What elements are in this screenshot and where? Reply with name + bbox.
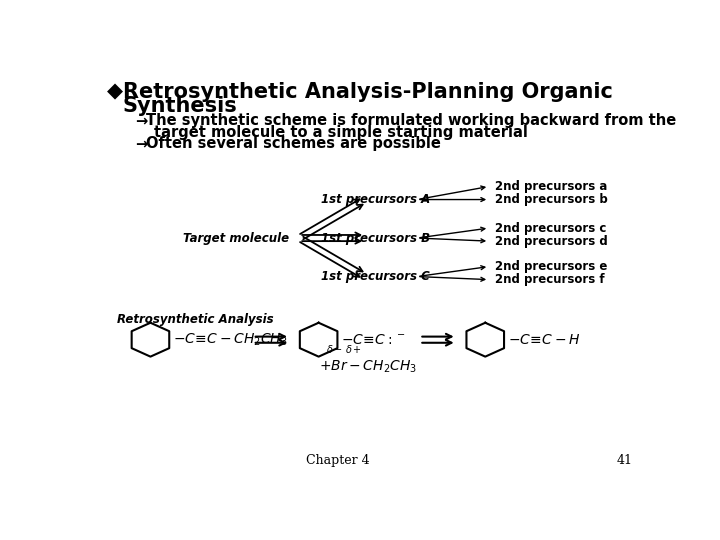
Text: 41: 41 bbox=[616, 454, 632, 467]
Text: 2nd precursors a: 2nd precursors a bbox=[495, 180, 607, 193]
Text: →: → bbox=[135, 113, 147, 129]
Text: 2nd precursors c: 2nd precursors c bbox=[495, 221, 606, 234]
Text: Often several schemes are possible: Often several schemes are possible bbox=[145, 137, 441, 151]
Text: The synthetic scheme is formulated working backward from the: The synthetic scheme is formulated worki… bbox=[145, 113, 676, 129]
Text: $\delta-$: $\delta-$ bbox=[325, 343, 343, 355]
Text: $\delta+$: $\delta+$ bbox=[345, 343, 362, 355]
Text: ◆: ◆ bbox=[107, 82, 123, 102]
Text: Retrosynthetic Analysis: Retrosynthetic Analysis bbox=[117, 313, 274, 326]
Text: 2nd precursors e: 2nd precursors e bbox=[495, 260, 607, 273]
Text: Target molecule: Target molecule bbox=[183, 232, 289, 245]
Text: Retrosynthetic Analysis-Planning Organic: Retrosynthetic Analysis-Planning Organic bbox=[122, 82, 613, 102]
Text: Chapter 4: Chapter 4 bbox=[306, 454, 370, 467]
Text: 2nd precursors f: 2nd precursors f bbox=[495, 273, 604, 286]
Text: 1st precursors B: 1st precursors B bbox=[321, 232, 430, 245]
Text: $-C\!\equiv\!C:^-$: $-C\!\equiv\!C:^-$ bbox=[341, 333, 406, 347]
Text: $-C\!\equiv\!C-H$: $-C\!\equiv\!C-H$ bbox=[508, 333, 580, 347]
Text: target molecule to a simple starting material: target molecule to a simple starting mat… bbox=[154, 125, 528, 140]
Text: 2nd precursors b: 2nd precursors b bbox=[495, 193, 607, 206]
Text: 1st precursors C: 1st precursors C bbox=[321, 270, 430, 283]
Text: Synthesis: Synthesis bbox=[122, 96, 238, 117]
Text: →: → bbox=[135, 137, 147, 151]
Text: $+ Br-CH_2CH_3$: $+ Br-CH_2CH_3$ bbox=[319, 359, 417, 375]
Text: $-C\!\equiv\!C-CH_2CH_3$: $-C\!\equiv\!C-CH_2CH_3$ bbox=[173, 332, 288, 348]
Text: 1st precursors A: 1st precursors A bbox=[321, 193, 431, 206]
Text: 2nd precursors d: 2nd precursors d bbox=[495, 234, 607, 248]
